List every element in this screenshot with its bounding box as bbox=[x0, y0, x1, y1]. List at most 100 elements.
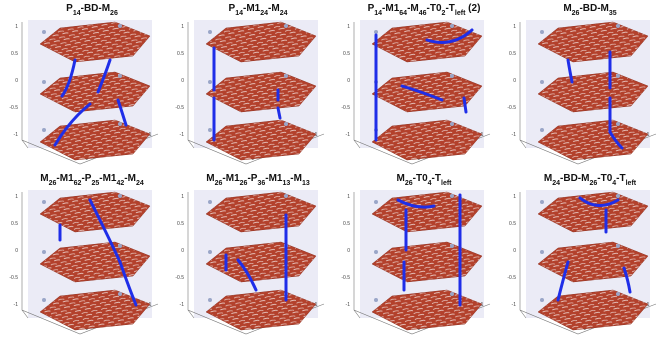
layer-node bbox=[374, 30, 378, 34]
title-subscript: 36 bbox=[257, 180, 265, 187]
title-text: -BD-M bbox=[560, 173, 589, 184]
connection-path bbox=[118, 260, 138, 307]
z-tick-label: 0 bbox=[181, 78, 184, 84]
title-text: -M1 bbox=[382, 3, 400, 14]
panel-title: M24-BD-M26-T04-Tleft bbox=[544, 173, 637, 187]
title-text: -M1 bbox=[265, 173, 283, 184]
panel-title: P14-M164-M46-T02-Tleft (2) bbox=[368, 3, 481, 17]
title-text: -M bbox=[407, 3, 419, 14]
title-text: -M bbox=[290, 173, 302, 184]
x-tick-label: 1 bbox=[647, 132, 650, 138]
title-text: -M bbox=[124, 173, 136, 184]
layer-node bbox=[118, 24, 122, 28]
layer-node bbox=[284, 122, 288, 126]
connection-path bbox=[236, 258, 258, 292]
title-text: (2) bbox=[465, 3, 480, 14]
z-tick-label: -0.5 bbox=[9, 275, 18, 281]
layer-node bbox=[450, 244, 454, 248]
title-subscript: 2 bbox=[442, 10, 446, 17]
title-subscript: left bbox=[626, 180, 637, 187]
title-text: -T0 bbox=[597, 173, 612, 184]
title-text: -M bbox=[268, 3, 280, 14]
layer-node bbox=[540, 298, 544, 302]
layer-node bbox=[284, 194, 288, 198]
z-tick-label: -0.5 bbox=[9, 105, 18, 111]
z-tick-label: -0.5 bbox=[175, 275, 184, 281]
connection-path bbox=[622, 266, 632, 294]
layer-node bbox=[450, 122, 454, 126]
layer-node bbox=[42, 128, 46, 132]
title-subscript: 64 bbox=[399, 10, 407, 17]
connection-path bbox=[60, 58, 77, 98]
layer-node bbox=[616, 74, 620, 78]
title-subscript: 13 bbox=[282, 180, 290, 187]
z-tick-label: 0.5 bbox=[177, 51, 184, 57]
layer-node bbox=[450, 292, 454, 296]
connection-path bbox=[400, 84, 444, 102]
z-tick-label: -0.5 bbox=[507, 275, 516, 281]
z-tick-label: 0 bbox=[513, 248, 516, 254]
title-subscript: 14 bbox=[374, 10, 382, 17]
title-subscript: 26 bbox=[110, 10, 118, 17]
title-subscript: 26 bbox=[240, 180, 248, 187]
layer-node bbox=[450, 194, 454, 198]
layer-node bbox=[616, 244, 620, 248]
z-tick-label: 1 bbox=[347, 194, 350, 200]
z-tick-label: -0.5 bbox=[175, 105, 184, 111]
title-subscript: 26 bbox=[49, 180, 57, 187]
title-subscript: left bbox=[441, 180, 452, 187]
x-tick-label: 1 bbox=[481, 132, 484, 138]
panel: M26-M126-P36-M113-M1310.50-0.5-1-1-0.500… bbox=[175, 173, 325, 335]
layer-node bbox=[118, 244, 122, 248]
layer-node bbox=[118, 292, 122, 296]
title-text: M bbox=[397, 173, 405, 184]
z-tick-label: 1 bbox=[513, 194, 516, 200]
z-tick-label: -0.5 bbox=[341, 105, 350, 111]
title-text: -P bbox=[247, 173, 257, 184]
layer-node bbox=[42, 250, 46, 254]
title-subscript: 46 bbox=[419, 10, 427, 17]
panel-title: M26-T04-Tleft bbox=[397, 173, 453, 187]
layer-node bbox=[616, 122, 620, 126]
z-tick-label: 0 bbox=[513, 78, 516, 84]
z-tick-label: -1 bbox=[180, 132, 185, 138]
layer-node bbox=[118, 122, 122, 126]
z-tick-label: 0.5 bbox=[509, 51, 516, 57]
layer-node bbox=[118, 194, 122, 198]
title-text: -M1 bbox=[56, 173, 74, 184]
title-subscript: 26 bbox=[589, 180, 597, 187]
title-text: -T bbox=[616, 173, 625, 184]
connection-path bbox=[96, 58, 112, 94]
title-text: M bbox=[206, 173, 214, 184]
x-tick-label: 1 bbox=[149, 132, 152, 138]
layer-node bbox=[450, 24, 454, 28]
layer-node bbox=[284, 24, 288, 28]
z-tick-label: -0.5 bbox=[341, 275, 350, 281]
z-tick-label: -1 bbox=[14, 302, 19, 308]
layer-node bbox=[616, 292, 620, 296]
layer-surface bbox=[205, 289, 317, 331]
layer-node bbox=[208, 30, 212, 34]
title-subscript: 26 bbox=[572, 10, 580, 17]
z-tick-label: -1 bbox=[346, 132, 351, 138]
title-subscript: 14 bbox=[73, 10, 81, 17]
z-tick-label: 0.5 bbox=[343, 51, 350, 57]
layer-surface bbox=[371, 119, 483, 161]
layer-node bbox=[540, 250, 544, 254]
panel-title: P14-M124-M24 bbox=[229, 3, 288, 17]
z-tick-label: 0.5 bbox=[509, 221, 516, 227]
connection-path bbox=[276, 106, 282, 120]
x-tick-label: 1 bbox=[481, 302, 484, 308]
z-tick-label: 1 bbox=[15, 24, 18, 30]
layer-node bbox=[540, 30, 544, 34]
connection-path bbox=[608, 130, 624, 150]
layer-surface bbox=[205, 191, 317, 233]
x-tick-label: 1 bbox=[149, 302, 152, 308]
title-text: P bbox=[368, 3, 375, 14]
layer-node bbox=[208, 128, 212, 132]
z-tick-label: 0 bbox=[347, 248, 350, 254]
